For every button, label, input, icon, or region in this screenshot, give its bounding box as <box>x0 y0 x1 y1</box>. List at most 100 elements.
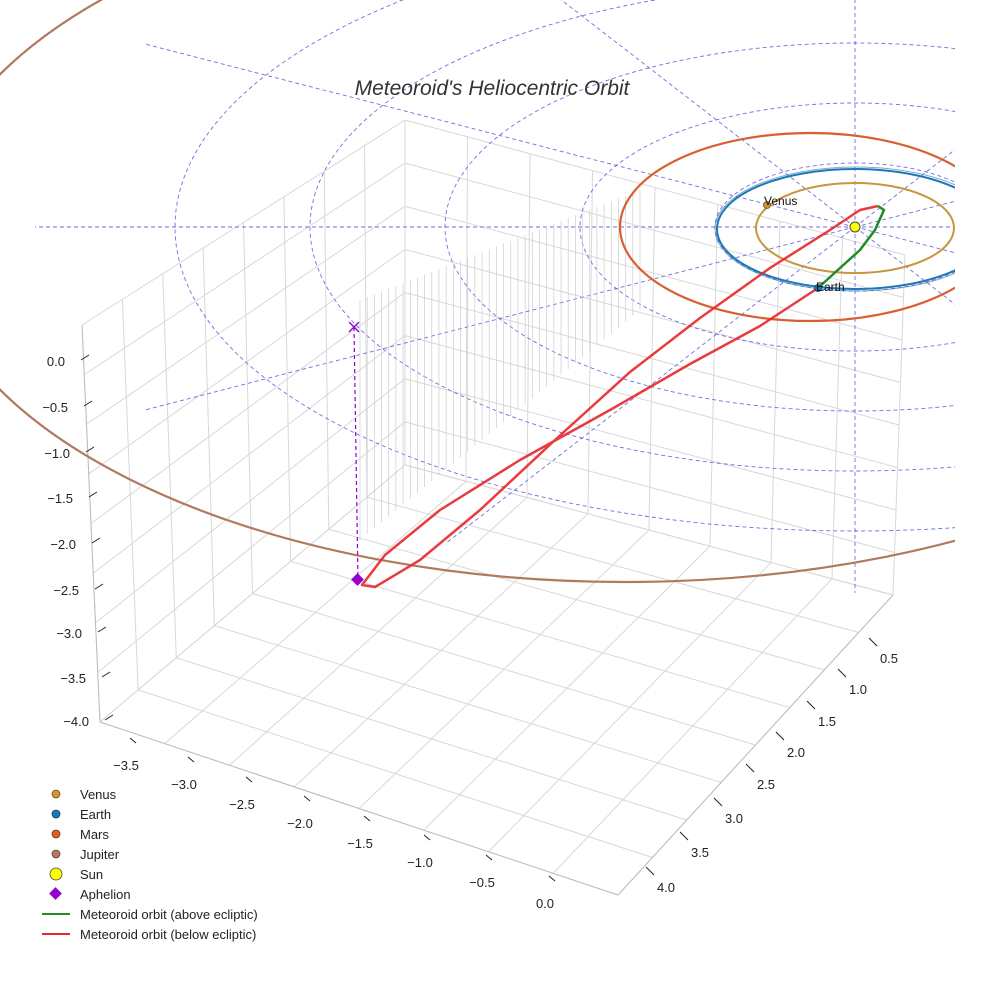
legend-label-jupiter: Jupiter <box>80 847 120 862</box>
meteoroid-orbit <box>360 204 886 589</box>
y-tick-mark <box>679 831 689 841</box>
reference-ring <box>309 0 955 472</box>
reference-spoke <box>854 200 955 228</box>
z-axis-line <box>81 324 101 723</box>
legend-marker-earth <box>51 809 61 819</box>
grid-line <box>404 119 906 256</box>
reference-spoke <box>854 226 955 254</box>
earth-marker <box>814 284 822 292</box>
grid-line <box>366 496 859 633</box>
grid-line <box>92 335 406 574</box>
y-axis-ticks: 0.5 1.0 1.5 2.0 2.5 3.0 3.5 4.0 <box>645 637 898 895</box>
grid-line <box>95 378 406 624</box>
y-tick-label: 3.5 <box>691 845 709 860</box>
grid-line <box>404 248 901 383</box>
y-tick-label: 1.5 <box>818 714 836 729</box>
legend-label-venus: Venus <box>80 787 117 802</box>
grid-line <box>358 529 650 809</box>
y-tick-label: 2.5 <box>757 777 775 792</box>
y-tick-label: 4.0 <box>657 880 675 895</box>
legend-label-above-ecliptic: Meteoroid orbit (above ecliptic) <box>80 907 258 922</box>
earth-annotation: Earth <box>816 280 845 294</box>
grid-line <box>488 562 772 853</box>
venus-marker <box>763 201 771 209</box>
sun-marker <box>849 221 861 233</box>
x-tick-mark <box>423 834 431 841</box>
venus-annotation: Venus <box>764 194 797 208</box>
planet-orbits <box>0 0 955 583</box>
z-tick-mark <box>85 446 95 453</box>
x-tick-mark <box>485 854 493 861</box>
grid-line <box>328 528 825 671</box>
z-tick-mark <box>104 714 114 721</box>
y-tick-label: 0.5 <box>880 651 898 666</box>
chart-title: Meteoroid's Heliocentric Orbit <box>355 77 631 100</box>
y-tick-mark <box>713 797 723 807</box>
meteoroid-orbit-below-ecliptic <box>360 204 879 589</box>
y-tick-mark <box>745 763 755 773</box>
x-axis-ticks: −3.5 −3.0 −2.5 −2.0 −1.5 −1.0 −0.5 0.0 <box>113 737 556 911</box>
aphelion-projection-marker <box>348 321 360 333</box>
y-tick-mark <box>775 731 785 741</box>
y-tick-mark <box>837 668 847 678</box>
reference-spoke <box>560 0 856 228</box>
legend-marker-jupiter <box>51 849 61 859</box>
earth-orbit-trace <box>714 166 955 292</box>
grid-line <box>404 464 894 596</box>
x-tick-mark <box>303 795 311 802</box>
grid-line <box>88 248 406 475</box>
grid-line <box>97 421 406 673</box>
z-tick-label: −3.0 <box>56 626 82 641</box>
grid-line <box>404 162 904 298</box>
markers <box>348 201 861 586</box>
y-axis-line <box>617 594 894 896</box>
grid-line <box>552 578 833 874</box>
x-tick-label: −2.0 <box>287 816 313 831</box>
venus-orbit <box>755 182 955 274</box>
y-tick-mark <box>806 700 816 710</box>
x-tick-mark <box>129 737 137 744</box>
grid-line <box>404 205 903 341</box>
legend-label-below-ecliptic: Meteoroid orbit (below ecliptic) <box>80 927 256 942</box>
legend-label-earth: Earth <box>80 807 111 822</box>
legend-label-sun: Sun <box>80 867 103 882</box>
reference-spoke <box>144 226 856 411</box>
axes-grid <box>81 119 906 896</box>
x-axis-line <box>99 721 619 896</box>
reference-ring <box>579 102 955 352</box>
x-tick-label: −3.5 <box>113 758 139 773</box>
z-tick-label: −0.5 <box>42 400 68 415</box>
x-tick-label: −1.5 <box>347 836 373 851</box>
x-tick-mark <box>363 815 371 822</box>
y-tick-label: 1.0 <box>849 682 867 697</box>
z-axis-ticks: 0.0 −0.5 −1.0 −1.5 −2.0 −2.5 −3.0 −3.5 −4.0 <box>42 354 114 729</box>
z-tick-label: −1.0 <box>44 446 70 461</box>
y-tick-label: 3.0 <box>725 811 743 826</box>
x-tick-label: −3.0 <box>171 777 197 792</box>
z-tick-mark <box>97 626 107 633</box>
legend-marker-aphelion <box>49 887 62 900</box>
z-tick-label: −3.5 <box>60 671 86 686</box>
x-tick-label: −2.5 <box>229 797 255 812</box>
aphelion-projection-line <box>353 326 359 581</box>
y-tick-label: 2.0 <box>787 745 805 760</box>
z-tick-mark <box>88 491 98 498</box>
z-tick-label: −2.0 <box>50 537 76 552</box>
grid-line <box>423 545 711 831</box>
reference-spoke <box>854 226 955 305</box>
x-tick-mark <box>548 875 556 882</box>
z-tick-label: −1.5 <box>47 491 73 506</box>
legend-marker-venus <box>51 789 61 799</box>
legend-marker-sun <box>49 867 63 881</box>
legend-label-mars: Mars <box>80 827 109 842</box>
z-tick-label: −4.0 <box>63 714 89 729</box>
y-tick-mark <box>868 637 878 647</box>
z-tick-mark <box>94 583 104 590</box>
jupiter-orbit <box>0 0 955 583</box>
legend: Venus Earth Mars Jupiter Sun Aphelion Me… <box>42 787 258 942</box>
grid-line <box>404 378 897 511</box>
z-tick-mark <box>91 537 101 544</box>
grid-line <box>290 560 791 708</box>
earth-orbit <box>716 168 955 290</box>
